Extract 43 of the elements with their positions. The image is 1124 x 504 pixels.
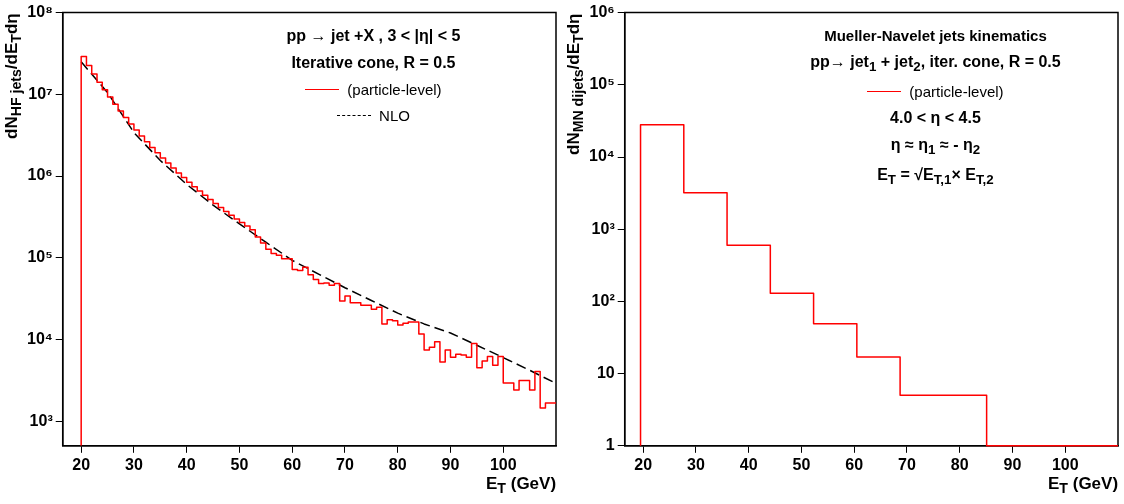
y-tick-label: 10⁴ <box>26 329 53 347</box>
x-tick-label: 40 <box>177 455 196 473</box>
x-tick-label: 60 <box>283 455 302 473</box>
text: Mueller-Navelet jets kinematics <box>824 26 1047 44</box>
x-tick-label: 50 <box>230 455 249 473</box>
x-axis-title: E$_{T}$ (GeV) <box>486 473 557 497</box>
y-tick-label: 10⁷ <box>28 84 53 102</box>
y-tick-label: 10² <box>591 291 615 309</box>
y-tick-label: 10³ <box>29 411 53 429</box>
legend-label: NLO <box>379 106 410 124</box>
annotation: η ≈ η$_{1}$ ≈ - η$_{2}$ <box>890 135 981 157</box>
x-tick-label: 50 <box>792 455 811 473</box>
x-tick-label: 40 <box>739 455 758 473</box>
x-tick-label: 70 <box>336 455 354 473</box>
x-tick-label: 90 <box>1003 455 1022 473</box>
x-tick-label: 20 <box>72 455 91 473</box>
y-tick-label: 10⁴ <box>588 147 615 165</box>
x-tick-label: 20 <box>634 455 653 473</box>
legend-label: (particle-level) <box>347 80 442 98</box>
x-tick-label: 80 <box>388 455 407 473</box>
x-tick-label: 100 <box>489 455 517 473</box>
x-tick-label: 70 <box>898 455 916 473</box>
x-tick-label: 80 <box>950 455 969 473</box>
x-tick-label: 100 <box>1051 455 1079 473</box>
x-axis-title: E$_{T}$ (GeV) <box>1048 473 1119 497</box>
x-tick-label: 30 <box>125 455 143 473</box>
y-tick-label: 1 <box>605 436 615 454</box>
y-tick-label: 10⁸ <box>27 3 53 21</box>
x-tick-label: 90 <box>441 455 460 473</box>
annotation: 4.0 < η < 4.5 <box>890 108 981 127</box>
y-tick-label: 10 <box>596 364 615 382</box>
y-tick-label: 10⁵ <box>27 248 53 266</box>
legend-label: (particle-level) <box>909 82 1004 100</box>
y-tick-label: 10⁶ <box>589 3 615 21</box>
x-tick-label: 30 <box>687 455 705 473</box>
y-tick-label: 10³ <box>591 219 615 237</box>
annotation: pp → jet +X , 3 < |η| < 5 <box>286 26 461 45</box>
y-tick-label: 10⁵ <box>589 75 615 93</box>
y-tick-label: 10⁶ <box>27 166 53 184</box>
annotation: E$_{T}$ = √E$_{T,1}$× E$_{T,2}$ <box>877 165 994 188</box>
x-tick-label: 60 <box>845 455 864 473</box>
annotation: pp→ jet$_{1}$ + jet$_{2}$, iter. cone, R = 0.5 <box>810 52 1061 74</box>
annotation: Iterative cone, R = 0.5 <box>291 53 456 72</box>
